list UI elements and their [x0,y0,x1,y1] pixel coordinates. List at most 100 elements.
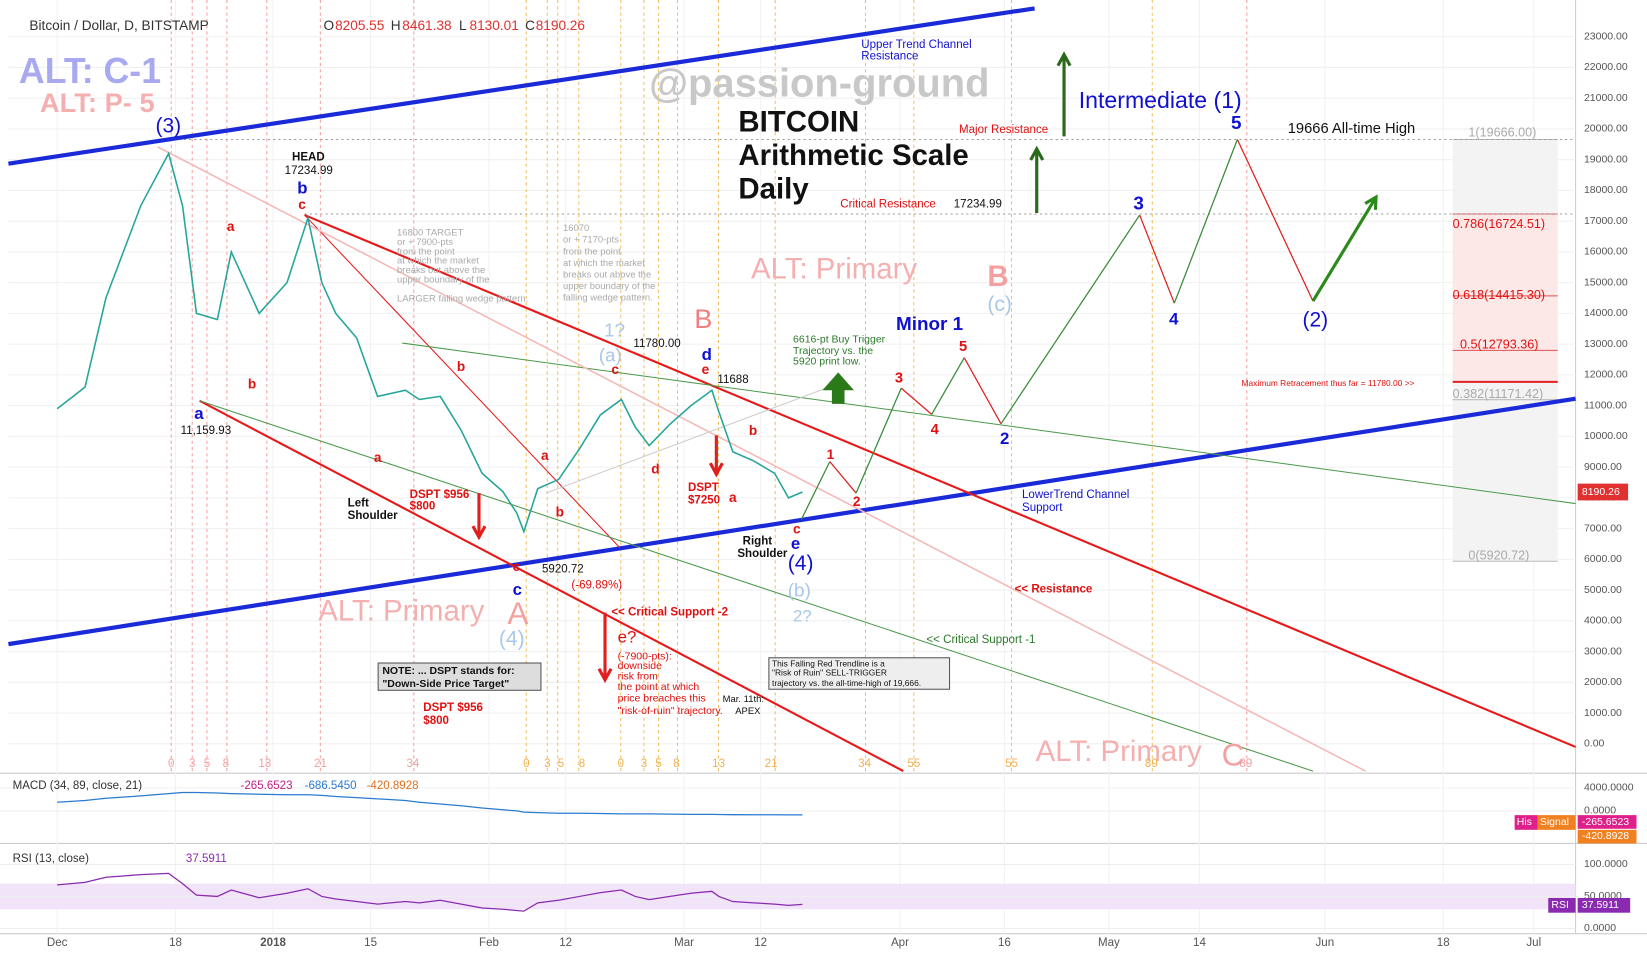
annotation: NOTE: ... DSPT stands for: [382,666,514,677]
annotation: Left [348,498,369,510]
annotation: BITCOIN [738,106,859,139]
annotation: at which the market [563,258,645,269]
x-tick-label: Dec [47,937,68,949]
annotation: Shoulder [737,548,788,560]
annotation: 6616-pt Buy Trigger [793,335,886,346]
y-tick-label: 20000.00 [1584,124,1628,135]
annotation: 3 [641,758,647,770]
annotation: << Resistance [1015,584,1093,596]
y-tick-label: 16000.00 [1584,247,1628,258]
annotation: b [457,359,465,374]
tag-label: Signal [1540,817,1569,828]
annotation: 13 [712,758,725,770]
annotation: a [374,450,382,465]
rsi-line [57,872,803,912]
annotation: "Down-Side Price Target" [382,679,509,690]
x-tick-label: 2018 [260,937,286,949]
y-tick-label: 4000.0000 [1584,783,1634,794]
annotation: 89 [1145,758,1158,770]
annotation: Critical Resistance [840,199,936,211]
macd-value: -265.6523 [241,780,293,792]
y-tick-label: 9000.00 [1584,462,1622,473]
x-tick-label: Apr [891,937,909,949]
annotation: 21 [314,758,327,770]
y-tick-label: 0.0000 [1584,923,1616,934]
annotation: at which the market [397,256,479,267]
projection [963,357,1002,425]
trendline [304,214,1576,748]
projection [1236,139,1314,302]
annotation: 0(5920.72) [1468,548,1529,562]
annotation: the point at which [618,682,700,693]
annotation: (3) [155,114,181,137]
y-tick-label: 18000.00 [1584,185,1628,196]
annotation: 2 [1000,429,1009,448]
rsi-value: 37.5911 [186,853,227,865]
tag [1537,815,1576,830]
y-tick-label: 0.00 [1584,739,1605,750]
annotation: 3 [895,371,903,387]
annotation: b [556,505,564,520]
projection [829,461,857,494]
annotation: "risk-of-ruin" trajectory. [618,706,723,717]
annotation: breaks out above the [397,265,485,276]
annotation: breaks out above the [563,269,651,280]
annotation: (-7900-pts): [618,651,672,662]
annotation: C [1222,737,1245,773]
projection [900,387,933,415]
y-tick-label: 3000.00 [1584,646,1622,657]
y-tick-label: 50.0000 [1584,891,1622,902]
annotation: HEAD [292,151,325,163]
annotation: Upper Trend Channel [861,39,971,51]
projection [1139,214,1175,304]
annotation: e [702,362,710,377]
annotation: ALT: Primary [751,252,917,285]
y-tick-label: 15000.00 [1584,277,1628,288]
annotation: 0.5(12793.36) [1460,337,1538,351]
ohlc-label: L [459,18,467,33]
annotation: 11,159.93 [181,425,231,437]
price-tag [1577,483,1629,501]
annotation: 5 [959,339,967,355]
y-tick-label: 19000.00 [1584,154,1628,165]
arrow-head [471,525,487,541]
annotation: falling wedge pattern. [563,292,653,303]
y-tick-label: 6000.00 [1584,554,1622,565]
trendline [304,214,621,548]
annotation: Mar. 11th: [723,694,764,705]
annotation: 5920 print low. [793,357,861,368]
annotation: 5 [1231,113,1242,134]
annotation: Maximum Retracement thus far = 11780.00 … [1242,378,1415,388]
annotation: 1(19666.00) [1468,126,1536,140]
annotation: 5 [204,758,210,770]
y-tick-label: 0.0000 [1584,806,1616,817]
tag [1548,898,1576,913]
x-tick-label: 15 [364,937,377,949]
annotation: 2? [793,606,812,625]
price-tag-label: 8190.26 [1582,487,1620,498]
projection [1173,139,1238,304]
note-box [377,662,542,691]
annotation: (-69.89%) [571,579,622,591]
tag [1577,898,1631,913]
arrow-head [1029,145,1045,161]
annotation: LARGER falling wedge pattern. [397,293,528,304]
x-tick-label: Feb [479,937,499,949]
ohlc-label: O [324,18,335,33]
annotation: 34 [858,758,871,770]
y-tick-label: 5000.00 [1584,585,1622,596]
annotation: (a) [599,346,622,367]
annotation: 17234.99 [285,165,333,177]
annotation: 0 [523,758,529,770]
macd-value: -686.5450 [305,780,357,792]
annotation: Support [1022,502,1063,514]
annotation: This Falling Red Trendline is a [772,658,885,668]
annotation: $7250 [688,494,720,506]
annotation: ALT: P- 5 [40,87,155,118]
annotation: b [248,377,256,392]
projection [800,461,831,520]
y-tick-label: 2000.00 [1584,677,1622,688]
